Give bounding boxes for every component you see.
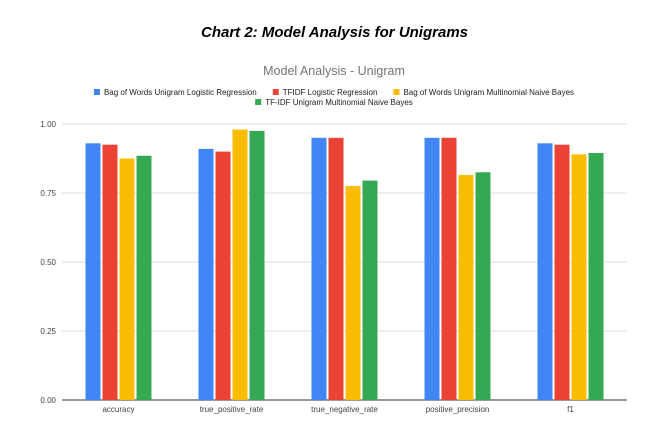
legend-swatch [93, 89, 100, 95]
bar-f1-series-1 [554, 144, 570, 400]
legend-label: TFIDF Logistic Regression [283, 88, 378, 97]
y-tick-label: 0.00 [40, 396, 56, 405]
y-tick-label: 1.00 [40, 120, 56, 129]
bar-true_positive_rate-series-2 [232, 129, 248, 400]
legend-swatch [393, 89, 400, 95]
bar-positive_precision-series-0 [424, 137, 440, 401]
legend-label: TF-IDF Unigram Multinomial Naive Bayes [265, 98, 413, 107]
y-tick-label: 0.25 [40, 327, 56, 336]
chart-bars [85, 129, 604, 401]
x-axis-tick-labels: accuracy true_positive_rate true_negative_… [102, 405, 574, 414]
bar-positive_precision-series-2 [458, 175, 474, 400]
chart-grid [62, 123, 627, 401]
legend-swatch [272, 89, 279, 95]
legend-label: Bag of Words Unigram Multinomial Naive B… [403, 88, 574, 97]
legend-label: Bag of Words Unigram Logistic Regression [104, 88, 257, 97]
bar-true_negative_rate-series-2 [345, 186, 361, 400]
bar-accuracy-series-1 [102, 144, 118, 400]
bar-accuracy-series-2 [119, 158, 135, 400]
bar-true_positive_rate-series-1 [215, 151, 231, 400]
bar-f1-series-3 [588, 152, 604, 400]
x-tick-label: positive_precision [426, 405, 490, 414]
bar-true_positive_rate-series-3 [249, 130, 265, 400]
y-tick-label: 0.75 [40, 189, 56, 198]
chart-title: Model Analysis - Unigram [263, 64, 405, 78]
y-axis-tick-labels: 0.00 0.25 0.50 0.75 1.00 [40, 120, 56, 405]
bar-true_negative_rate-series-0 [311, 137, 327, 401]
x-tick-label: f1 [567, 405, 574, 414]
legend-swatch [255, 99, 262, 105]
y-tick-label: 0.50 [40, 258, 56, 267]
bar-positive_precision-series-3 [475, 172, 491, 400]
bar-true_negative_rate-series-1 [328, 137, 344, 401]
bar-true_positive_rate-series-0 [198, 148, 214, 400]
x-tick-label: accuracy [102, 405, 134, 414]
bar-f1-series-0 [537, 143, 553, 400]
x-tick-label: true_negative_rate [311, 405, 378, 414]
bar-positive_precision-series-1 [441, 137, 457, 401]
bar-true_negative_rate-series-3 [362, 180, 378, 400]
x-tick-label: true_positive_rate [200, 405, 264, 414]
bar-accuracy-series-3 [136, 155, 152, 400]
page-heading: Chart 2: Model Analysis for Unigrams [201, 24, 468, 41]
chart-legend: Bag of Words Unigram Logistic Regression… [93, 88, 574, 107]
bar-accuracy-series-0 [85, 143, 101, 400]
bar-f1-series-2 [571, 154, 587, 400]
